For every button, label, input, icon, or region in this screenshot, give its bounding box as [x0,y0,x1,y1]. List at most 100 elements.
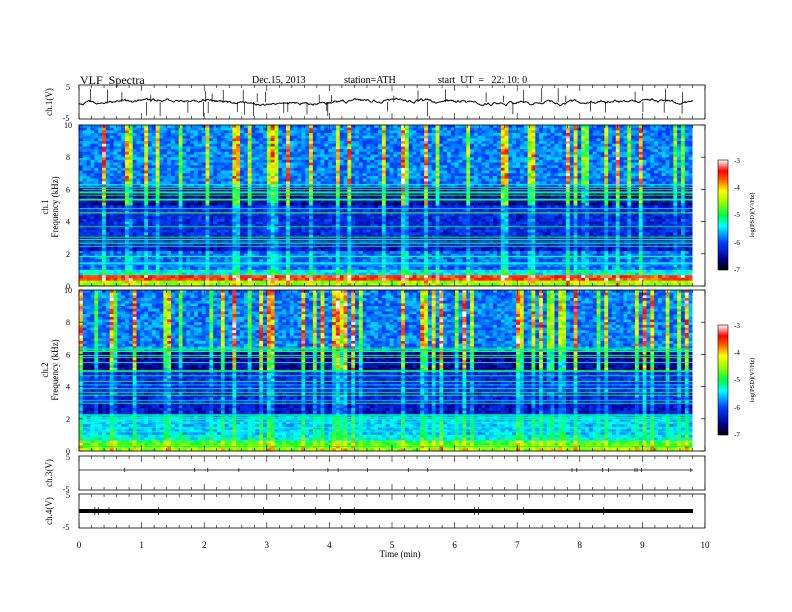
spectrogram-cell [267,173,271,176]
spectrogram-cell [278,168,282,171]
spectrogram-cell [110,130,114,133]
spectrogram-cell [677,206,681,209]
spectrogram-cell [225,141,229,144]
spectrogram-cell [87,200,91,203]
spectrogram-cell [428,171,432,174]
spectrogram-cell [324,130,328,133]
spectrogram-cell [209,200,213,203]
spectrogram-cell [98,168,102,171]
spectrogram-cell [163,171,167,174]
spectrogram-cell [263,136,267,139]
spectrogram-cell [305,125,309,128]
spectrogram-cell [252,176,256,179]
spectrogram-cell [110,149,114,152]
spectrogram-cell [355,133,359,136]
spectrogram-cell [397,136,401,139]
spectrogram-cell [324,173,328,176]
spectrogram-cell [643,160,647,163]
spectrogram-cell [531,146,535,149]
spectrogram-cell [574,200,578,203]
spectrogram-cell [420,203,424,206]
spectrogram-cell [117,144,121,147]
spectrogram-cell [87,157,91,160]
spectrogram-cell [420,179,424,182]
spectrogram-cell [528,203,532,206]
spectrogram-cell [689,146,693,149]
spectrogram-cell [106,179,110,182]
spectrogram-cell [420,160,424,163]
spectrogram-cell [102,152,106,155]
spectrogram-cell [520,176,524,179]
spectrogram-cell [332,168,336,171]
spectrogram-cell [462,141,466,144]
spectrogram-cell [382,130,386,133]
spectrogram-cell [646,152,650,155]
spectrogram-cell [313,165,317,168]
spectrogram-cell [370,128,374,131]
spectrogram-cell [616,155,620,158]
spectrogram-cell [627,149,631,152]
spectrogram-cell [685,176,689,179]
spectrogram-cell [512,181,516,184]
spectrogram-cell [443,157,447,160]
spectrogram-cell [359,141,363,144]
spectrogram-cell [459,152,463,155]
spectrogram-cell [183,149,187,152]
spectrogram-cell [466,206,470,209]
spectrogram-cell [639,160,643,163]
spectrogram-cell [658,181,662,184]
spectrogram-cell [252,203,256,206]
spectrogram-cell [478,136,482,139]
spectrogram-cell [336,206,340,209]
spectrogram-cell [298,165,302,168]
spectrogram-cell [390,179,394,182]
spectrogram-cell [359,173,363,176]
spectrogram-cell [669,144,673,147]
spectrogram-cell [91,141,95,144]
spectrogram-cell [301,168,305,171]
spectrogram-cell [554,152,558,155]
spectrogram-cell [344,149,348,152]
spectrogram-cell [390,163,394,166]
spectrogram-cell [98,200,102,203]
spectrogram-cell [451,203,455,206]
spectrogram-cell [482,176,486,179]
spectrogram-cell [497,152,501,155]
spectrogram-cell [508,144,512,147]
spectrogram-cell [428,181,432,184]
spectrogram-cell [489,138,493,141]
spectrogram-cell [163,160,167,163]
spectrogram-cell [455,141,459,144]
spectrogram-cell [470,125,474,128]
spectrogram-cell [240,141,244,144]
spectrogram-cell [298,133,302,136]
spectrogram-cell [344,125,348,128]
spectrogram-cell [574,138,578,141]
spectrogram-cell [455,157,459,160]
spectrogram-cell [167,173,171,176]
spectrogram-cell [631,160,635,163]
spectrogram-cell [190,179,194,182]
spectrogram-cell [236,146,240,149]
spectrogram-cell [539,152,543,155]
spectrogram-cell [332,200,336,203]
spectrogram-cell [620,160,624,163]
spectrogram-cell [340,138,344,141]
spectrogram-cell [321,152,325,155]
spectrogram-cell [551,138,555,141]
spectrogram-cell [570,125,574,128]
spectrogram-cell [485,179,489,182]
spectrogram-cell [589,138,593,141]
spectrogram-cell [160,141,164,144]
spectrogram-cell [156,155,160,158]
spectrogram-cell [654,128,658,131]
spectrogram-cell [229,200,233,203]
spectrogram-cell [328,149,332,152]
spectrogram-cell [221,171,225,174]
spectrogram-cell [623,144,627,147]
spectrogram-cell [562,138,566,141]
spectrogram-cell [351,171,355,174]
spectrogram-cell [478,144,482,147]
spectrogram-cell [290,168,294,171]
spectrogram-cell [206,146,210,149]
